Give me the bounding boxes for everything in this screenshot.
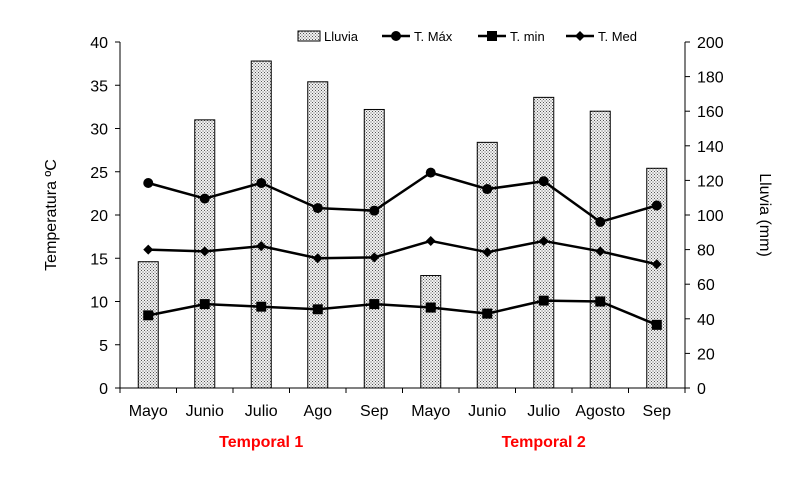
point-t-med-8 <box>595 246 606 257</box>
x-tick-label-1: Junio <box>186 403 224 420</box>
y-right-tick-label-6: 120 <box>697 173 724 190</box>
y-right-tick-label-2: 40 <box>697 312 715 329</box>
y-right-tick-label-9: 180 <box>697 70 724 87</box>
y-right-tick-label-0: 0 <box>697 381 706 398</box>
point-t-min-3 <box>312 304 323 315</box>
group-label-2: Temporal 2 <box>502 434 586 451</box>
y-right-tick-label-3: 60 <box>697 277 715 294</box>
y-left-tick-label-6: 30 <box>90 122 108 139</box>
point-t-min-4 <box>369 299 380 310</box>
point-t-m-x-6 <box>482 184 493 195</box>
legend-marker-t-m-x <box>391 31 401 41</box>
group-label-1: Temporal 1 <box>219 434 303 451</box>
point-t-med-5 <box>425 235 436 246</box>
y-left-axis-title: Temperatura ºC <box>43 159 60 271</box>
point-t-med-2 <box>256 241 267 252</box>
legend-swatch-lluvia <box>297 30 321 42</box>
legend-label-lluvia: Lluvia <box>324 29 359 44</box>
bar-lluvia-4 <box>363 108 385 389</box>
bar-lluvia-0 <box>137 261 159 389</box>
y-right-tick-label-1: 20 <box>697 346 715 363</box>
y-right-tick-label-7: 140 <box>697 139 724 156</box>
x-tick-label-8: Agosto <box>575 403 625 420</box>
y-left-tick-label-5: 25 <box>90 165 108 182</box>
legend-marker-t-min <box>487 31 497 41</box>
y-left-tick-label-8: 40 <box>90 35 108 52</box>
y-left-tick-label-1: 5 <box>99 338 108 355</box>
legend-marker-t-med <box>575 31 585 41</box>
y-left-tick-label-4: 20 <box>90 208 108 225</box>
point-t-med-3 <box>312 253 323 264</box>
point-t-m-x-5 <box>425 167 436 178</box>
y-left-tick-label-7: 35 <box>90 78 108 95</box>
point-t-m-x-4 <box>369 205 380 216</box>
y-right-tick-label-8: 160 <box>697 104 724 121</box>
legend-label-t-med: T. Med <box>598 29 637 44</box>
x-tick-label-6: Junio <box>468 403 506 420</box>
point-t-med-0 <box>143 244 154 255</box>
x-tick-label-7: Julio <box>527 403 560 420</box>
legend-label-t-m-x: T. Máx <box>414 29 453 44</box>
line-t-min <box>148 299 658 327</box>
y-left-tick-label-3: 15 <box>90 251 108 268</box>
point-t-min-2 <box>256 301 267 312</box>
y-right-tick-label-4: 80 <box>697 243 715 260</box>
legend-label-t-min: T. min <box>510 29 545 44</box>
line-t-m-x <box>147 171 658 224</box>
point-t-min-9 <box>651 319 662 330</box>
point-t-min-8 <box>595 296 606 307</box>
point-t-min-1 <box>199 299 210 310</box>
point-t-m-x-9 <box>651 200 662 211</box>
point-t-m-x-1 <box>199 193 210 204</box>
y-right-tick-label-5: 100 <box>697 208 724 225</box>
point-t-m-x-8 <box>595 216 606 227</box>
x-tick-label-9: Sep <box>643 403 672 420</box>
point-t-m-x-2 <box>256 177 267 188</box>
line-t-med <box>148 239 658 266</box>
point-t-med-1 <box>199 246 210 257</box>
point-t-med-4 <box>369 252 380 263</box>
x-tick-label-3: Ago <box>304 403 333 420</box>
point-t-m-x-7 <box>538 176 549 187</box>
bar-lluvia-3 <box>307 81 329 389</box>
bar-lluvia-6 <box>476 141 498 389</box>
x-tick-label-2: Julio <box>245 403 278 420</box>
bar-lluvia-5 <box>420 275 442 389</box>
x-tick-label-5: Mayo <box>411 403 450 420</box>
y-right-tick-label-10: 200 <box>697 35 724 52</box>
y-left-tick-label-0: 0 <box>99 381 108 398</box>
point-t-min-6 <box>482 308 493 319</box>
point-t-min-7 <box>538 295 549 306</box>
y-left-tick-label-2: 10 <box>90 295 108 312</box>
y-right-axis-title: Lluvia (mm) <box>756 173 773 257</box>
x-tick-label-4: Sep <box>360 403 389 420</box>
point-t-med-6 <box>482 247 493 258</box>
point-t-m-x-0 <box>143 177 154 188</box>
point-t-med-7 <box>538 235 549 246</box>
point-t-m-x-3 <box>312 203 323 214</box>
point-t-med-9 <box>651 259 662 270</box>
point-t-min-0 <box>143 310 154 321</box>
x-tick-label-0: Mayo <box>129 403 168 420</box>
point-t-min-5 <box>425 302 436 313</box>
bar-lluvia-2 <box>250 60 272 389</box>
